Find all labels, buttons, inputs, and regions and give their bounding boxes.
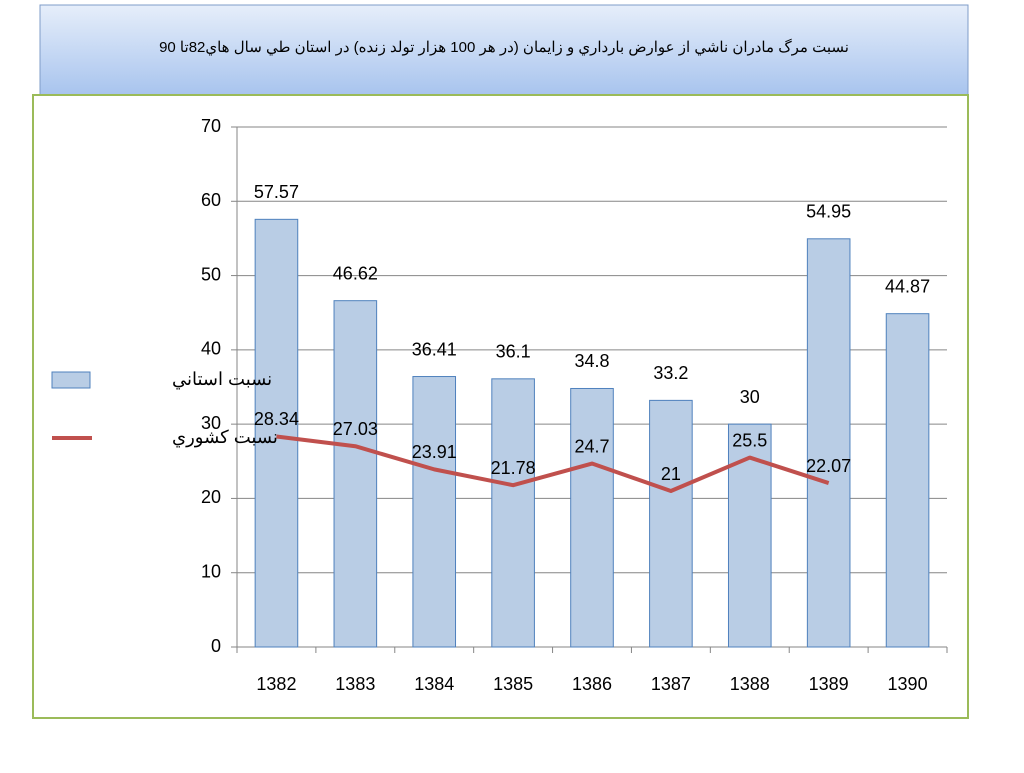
bar	[649, 399, 693, 648]
x-tick-label: 1389	[809, 674, 849, 694]
data-label: 27.03	[333, 419, 378, 439]
bar	[806, 238, 851, 648]
data-label: 30	[740, 387, 760, 407]
data-label: 44.87	[885, 276, 930, 296]
x-tick-label: 1383	[335, 674, 375, 694]
y-tick-label: 10	[201, 561, 221, 581]
y-tick-label: 70	[201, 116, 221, 136]
data-label: 22.07	[806, 456, 851, 476]
bar	[885, 313, 930, 648]
x-tick-label: 1386	[572, 674, 612, 694]
x-tick-label: 1385	[493, 674, 533, 694]
legend-label: نسبت استاني	[172, 369, 272, 389]
x-tick-label: 1382	[256, 674, 296, 694]
data-label: 54.95	[806, 202, 851, 222]
data-label: 21	[661, 464, 681, 484]
bar	[333, 300, 378, 648]
data-label: 21.78	[491, 458, 536, 478]
y-tick-label: 0	[211, 636, 221, 656]
x-tick-label: 1384	[414, 674, 454, 694]
y-tick-label: 50	[201, 264, 221, 284]
data-label: 28.34	[254, 409, 299, 429]
data-label: 33.2	[653, 363, 688, 383]
y-tick-label: 60	[201, 190, 221, 210]
data-label: 34.8	[574, 351, 609, 371]
line	[276, 434, 830, 493]
y-tick-label: 40	[201, 339, 221, 359]
data-label: 46.62	[333, 263, 378, 283]
x-tick-label: 1390	[888, 674, 928, 694]
legend-swatch	[51, 371, 91, 389]
bar	[254, 218, 299, 648]
data-label: 36.41	[412, 339, 457, 359]
x-tick-label: 1387	[651, 674, 691, 694]
y-tick-label: 30	[201, 413, 221, 433]
bar	[412, 376, 457, 648]
data-label: 25.5	[732, 430, 767, 450]
data-label: 57.57	[254, 182, 299, 202]
chart-title: نسبت مرگ مادران ناشي از عوارض بارداري و …	[159, 38, 849, 56]
bar	[491, 378, 535, 648]
legend-label: نسبت کشوري	[172, 427, 278, 448]
x-tick-label: 1388	[730, 674, 770, 694]
data-label: 24.7	[574, 436, 609, 456]
data-label: 36.1	[496, 342, 531, 362]
data-label: 23.91	[412, 442, 457, 462]
y-tick-label: 20	[201, 487, 221, 507]
bar	[570, 387, 614, 648]
title-box	[39, 4, 969, 96]
